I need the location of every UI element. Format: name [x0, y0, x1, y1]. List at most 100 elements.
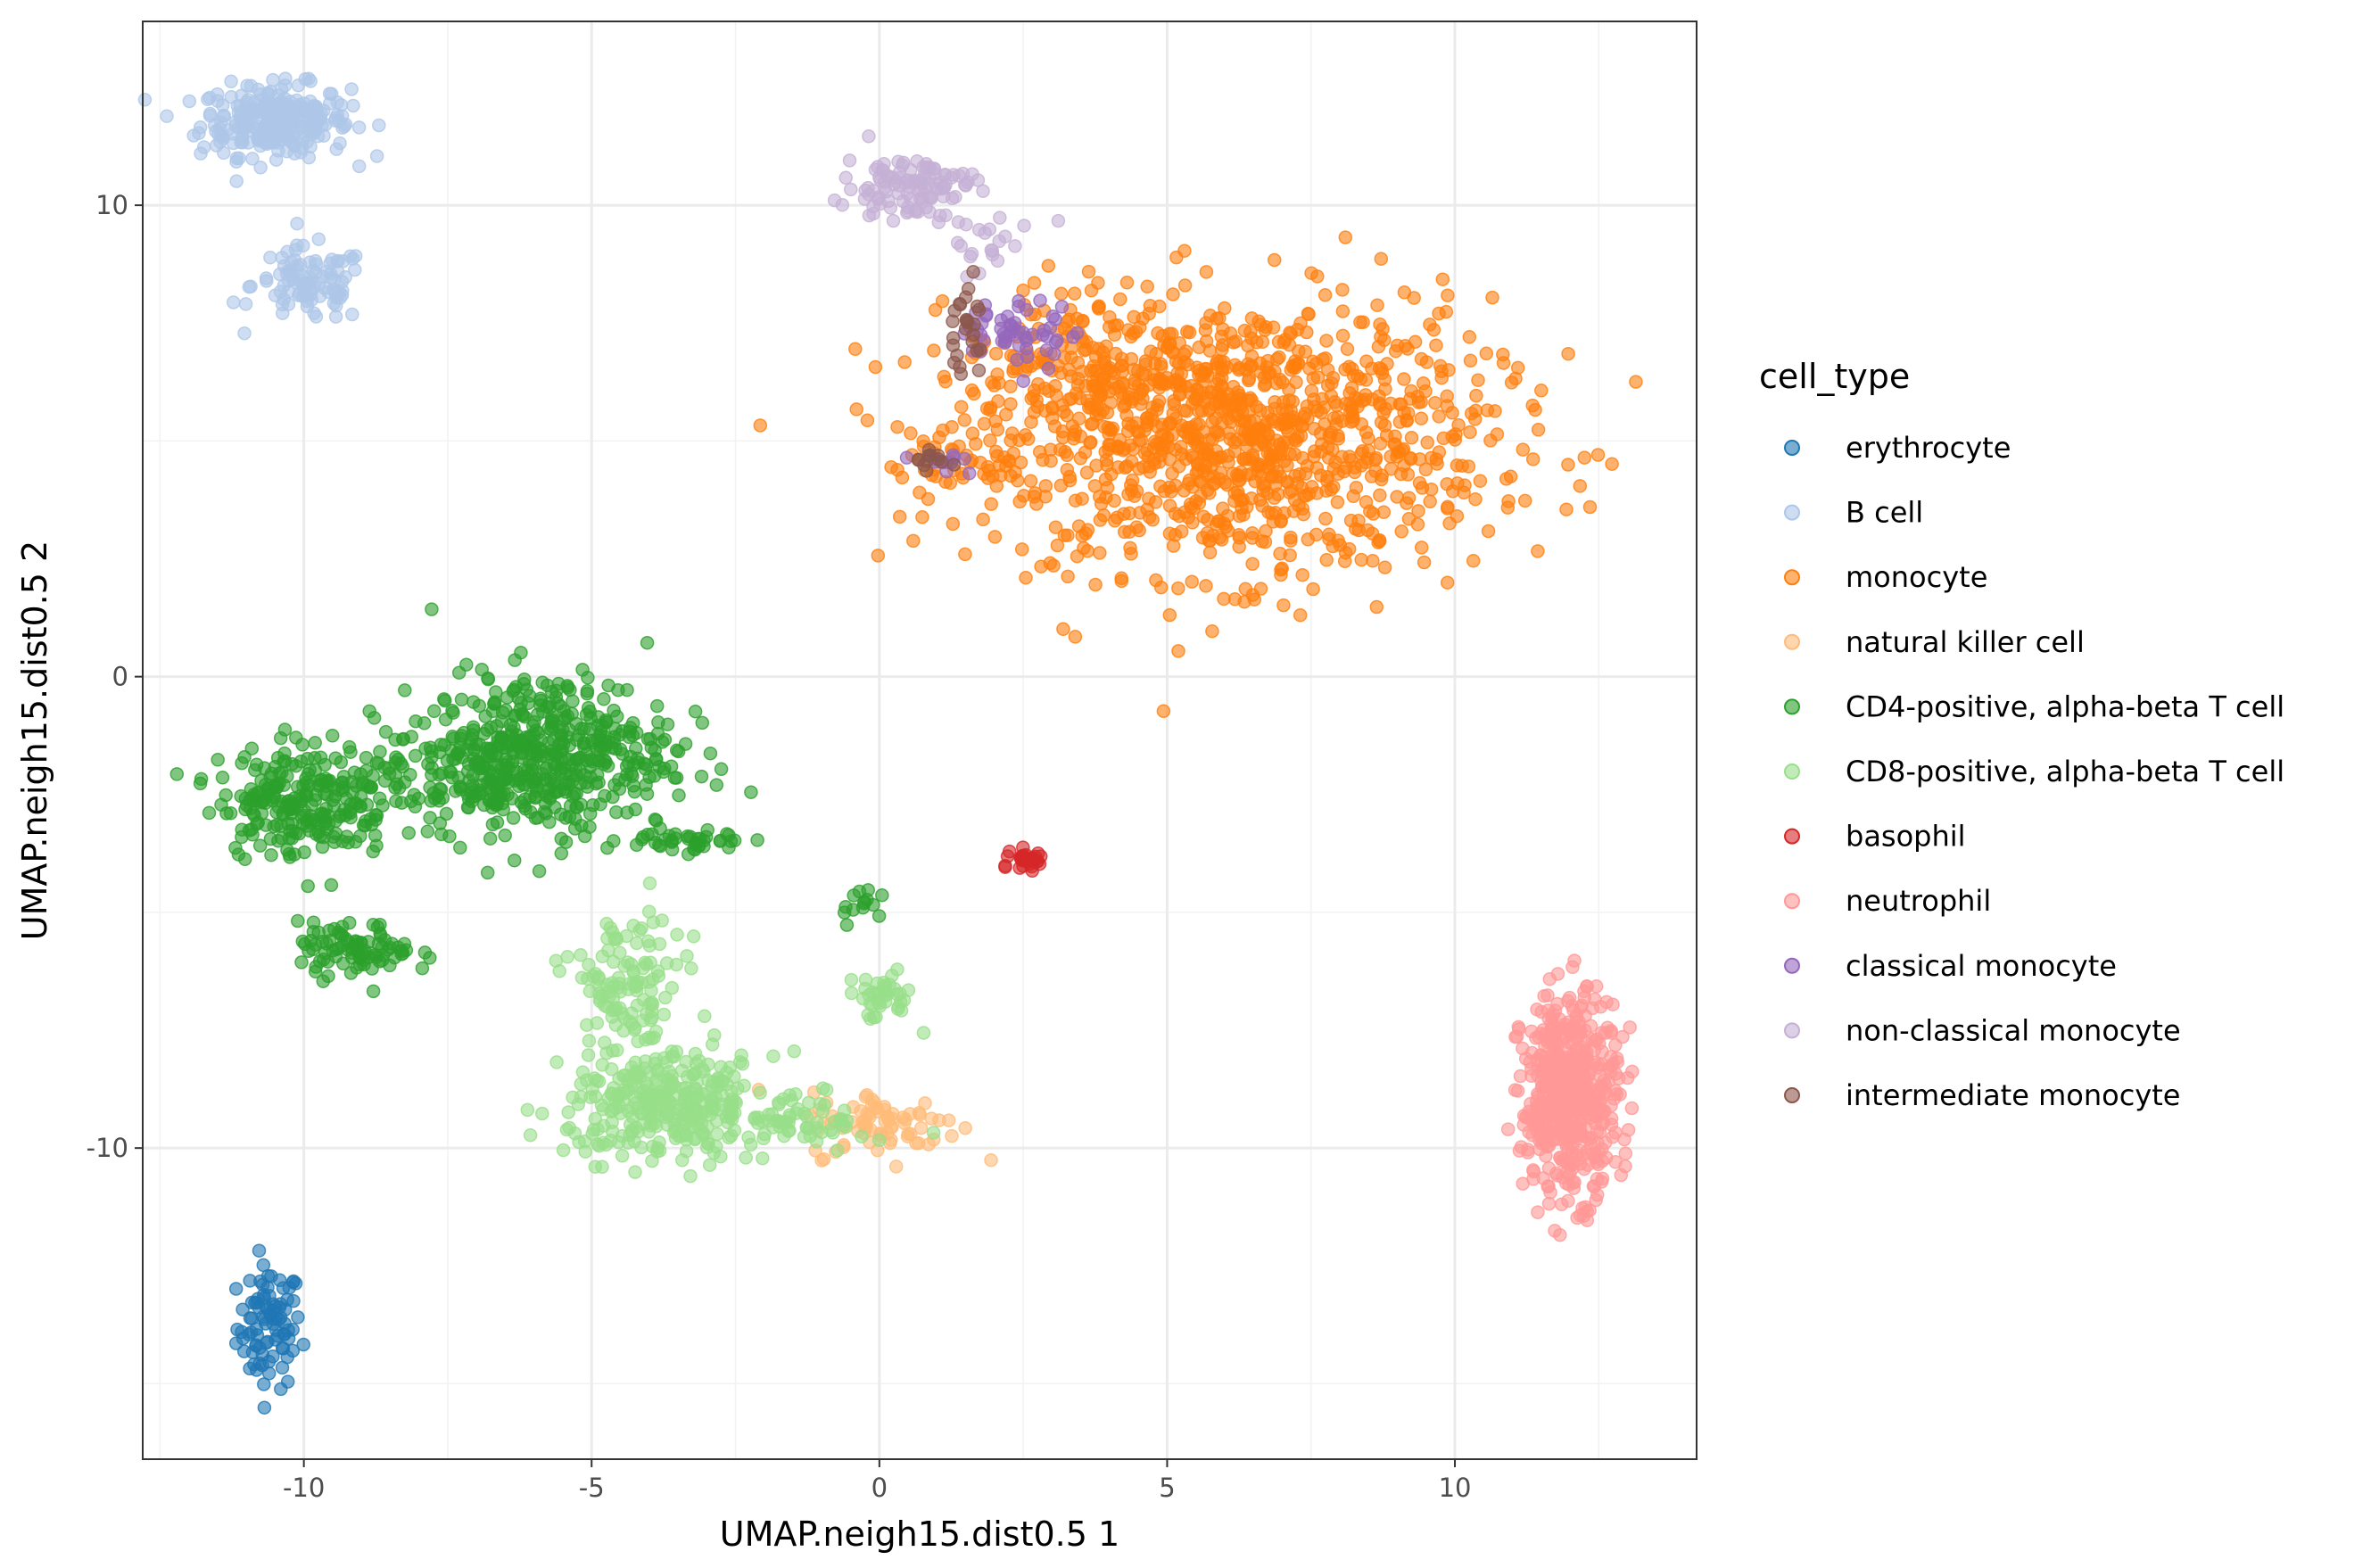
data-point: [1266, 448, 1280, 462]
data-point: [1215, 404, 1230, 419]
data-point: [1033, 293, 1047, 308]
data-point: [1061, 528, 1075, 542]
data-point: [547, 756, 562, 772]
data-point: [1045, 400, 1060, 415]
data-point: [927, 343, 941, 358]
data-point: [226, 295, 241, 309]
data-point: [1463, 353, 1478, 368]
data-point: [295, 103, 310, 118]
data-point: [653, 821, 667, 836]
data-point: [976, 512, 990, 527]
data-point: [1536, 1134, 1550, 1148]
data-point: [1586, 1099, 1600, 1114]
data-point: [710, 1126, 724, 1142]
data-point: [301, 879, 315, 894]
data-point: [1019, 570, 1033, 585]
data-point: [596, 1135, 611, 1151]
series-points: [137, 71, 386, 341]
data-point: [922, 161, 938, 176]
data-point: [683, 1168, 698, 1184]
data-point: [1591, 1086, 1607, 1102]
data-point: [667, 1078, 681, 1093]
data-point: [659, 956, 674, 970]
data-point: [483, 831, 498, 846]
data-point: [1463, 425, 1477, 440]
data-point: [302, 763, 317, 778]
data-point: [1351, 392, 1366, 407]
data-point: [1310, 269, 1325, 284]
series-points: [228, 1243, 310, 1415]
data-point: [351, 159, 367, 174]
data-point: [490, 815, 505, 829]
data-point: [472, 698, 487, 714]
data-point: [1214, 329, 1229, 343]
data-point: [475, 662, 489, 677]
data-point: [1114, 385, 1128, 400]
data-point: [1244, 311, 1260, 326]
data-point: [1056, 622, 1070, 637]
data-point: [582, 957, 596, 972]
data-point: [1232, 531, 1247, 545]
data-point: [628, 1064, 643, 1079]
data-point: [1429, 338, 1443, 352]
data-point: [1084, 283, 1099, 298]
series-points: [911, 265, 987, 478]
data-point: [1224, 415, 1238, 430]
data-point: [295, 934, 310, 949]
x-tick-label: -5: [579, 1473, 605, 1503]
data-point: [1200, 361, 1214, 376]
data-point: [1368, 464, 1383, 478]
data-point: [1500, 1122, 1516, 1136]
data-point: [202, 805, 217, 821]
data-point: [607, 1003, 623, 1018]
data-point: [309, 266, 323, 280]
data-point: [648, 1024, 664, 1039]
data-point: [697, 1127, 712, 1142]
data-point: [1185, 480, 1200, 494]
legend-label: classical monocyte: [1846, 949, 2117, 983]
data-point: [453, 840, 467, 855]
data-point: [1166, 287, 1180, 301]
data-point: [1168, 507, 1183, 521]
data-point: [228, 840, 243, 855]
data-point: [590, 1073, 604, 1088]
data-point: [296, 816, 310, 831]
data-point: [249, 757, 264, 772]
data-point: [886, 213, 901, 228]
data-point: [1401, 491, 1417, 505]
data-point: [296, 1337, 310, 1352]
data-point: [1335, 283, 1350, 297]
data-point: [860, 1087, 874, 1102]
data-point: [998, 229, 1012, 243]
data-point: [599, 916, 614, 931]
data-point: [1496, 356, 1511, 370]
data-point: [268, 790, 282, 805]
data-point: [1215, 342, 1229, 357]
data-point: [1100, 481, 1115, 495]
data-point: [647, 769, 662, 783]
legend-key: [1784, 569, 1800, 586]
data-point: [624, 957, 639, 971]
data-point: [559, 1122, 574, 1137]
data-point: [582, 705, 598, 719]
data-point: [988, 346, 1004, 361]
data-point: [1623, 1020, 1637, 1035]
data-point: [575, 663, 590, 677]
data-point: [899, 450, 914, 465]
data-point: [444, 743, 458, 758]
data-point: [1202, 403, 1217, 417]
data-point: [1606, 1130, 1620, 1144]
data-point: [169, 767, 185, 781]
data-point: [235, 115, 250, 129]
data-point: [1028, 486, 1043, 500]
data-point: [1567, 953, 1582, 968]
data-point: [1574, 1090, 1588, 1105]
data-point: [244, 1325, 259, 1340]
data-point: [1172, 335, 1186, 351]
data-point: [1060, 462, 1075, 477]
data-point: [600, 840, 615, 855]
data-point: [331, 941, 346, 956]
data-point: [318, 816, 332, 831]
data-point: [568, 812, 582, 826]
data-point: [588, 1159, 603, 1174]
